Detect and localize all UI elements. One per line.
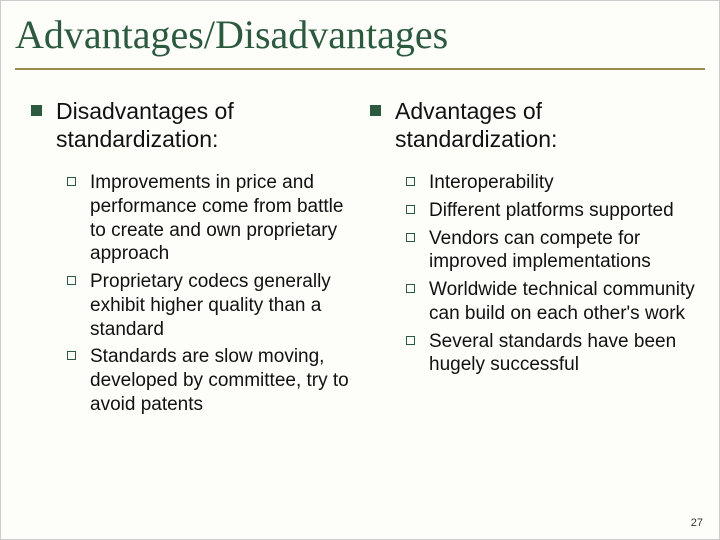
list-item-text: Improvements in price and performance co… — [90, 171, 360, 266]
square-bullet-icon — [31, 105, 42, 116]
list-item: Several standards have been hugely succe… — [406, 330, 699, 378]
list-item-text: Proprietary codecs generally exhibit hig… — [90, 270, 360, 341]
list-item: Vendors can compete for improved impleme… — [406, 227, 699, 275]
left-heading-row: Disadvantages of standardization: — [31, 98, 360, 153]
list-item-text: Different platforms supported — [429, 199, 674, 223]
content-columns: Disadvantages of standardization: Improv… — [1, 70, 719, 421]
left-column: Disadvantages of standardization: Improv… — [31, 98, 360, 421]
list-item: Proprietary codecs generally exhibit hig… — [67, 270, 360, 341]
hollow-square-icon — [406, 233, 415, 242]
list-item: Worldwide technical community can build … — [406, 278, 699, 326]
hollow-square-icon — [406, 284, 415, 293]
slide-title: Advantages/Disadvantages — [15, 11, 705, 58]
list-item-text: Standards are slow moving, developed by … — [90, 345, 360, 416]
list-item: Standards are slow moving, developed by … — [67, 345, 360, 416]
list-item-text: Worldwide technical community can build … — [429, 278, 699, 326]
page-number: 27 — [691, 517, 703, 529]
hollow-square-icon — [67, 276, 76, 285]
list-item: Interoperability — [406, 171, 699, 195]
left-list: Improvements in price and performance co… — [31, 171, 360, 417]
list-item-text: Interoperability — [429, 171, 554, 195]
title-block: Advantages/Disadvantages — [1, 1, 719, 62]
hollow-square-icon — [67, 351, 76, 360]
hollow-square-icon — [67, 177, 76, 186]
hollow-square-icon — [406, 205, 415, 214]
hollow-square-icon — [406, 336, 415, 345]
hollow-square-icon — [406, 177, 415, 186]
right-list: Interoperability Different platforms sup… — [370, 171, 699, 377]
list-item: Different platforms supported — [406, 199, 699, 223]
left-heading: Disadvantages of standardization: — [56, 98, 360, 153]
square-bullet-icon — [370, 105, 381, 116]
list-item-text: Several standards have been hugely succe… — [429, 330, 699, 378]
right-heading: Advantages of standardization: — [395, 98, 699, 153]
list-item-text: Vendors can compete for improved impleme… — [429, 227, 699, 275]
right-heading-row: Advantages of standardization: — [370, 98, 699, 153]
list-item: Improvements in price and performance co… — [67, 171, 360, 266]
right-column: Advantages of standardization: Interoper… — [370, 98, 699, 421]
